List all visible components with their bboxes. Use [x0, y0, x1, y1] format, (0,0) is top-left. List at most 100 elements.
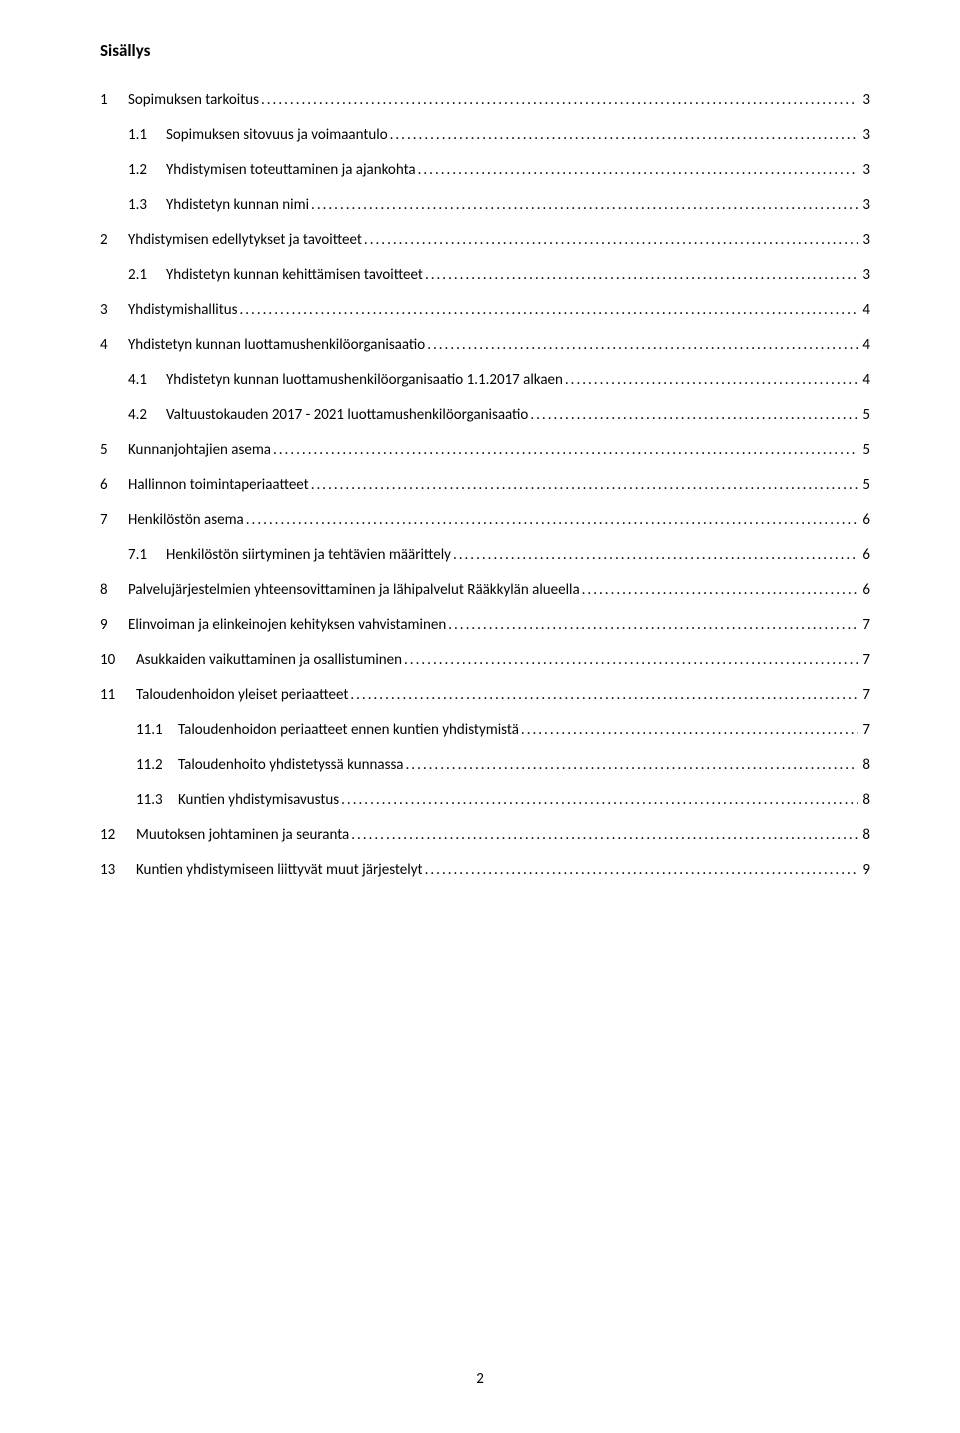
toc-entry-page: 5 — [858, 476, 870, 494]
toc-entry-number: 3 — [100, 301, 128, 319]
toc-entry-number: 11.3 — [136, 791, 178, 809]
toc-entry[interactable]: 1.2Yhdistymisen toteuttaminen ja ajankoh… — [100, 161, 870, 179]
toc-leader: ........................................… — [271, 441, 858, 459]
toc-entry-number: 4.1 — [128, 371, 166, 389]
toc-entry-page: 4 — [858, 371, 870, 389]
toc-entry-number: 7 — [100, 511, 128, 529]
toc-entry-text: Taloudenhoito yhdistetyssä kunnassa — [178, 756, 404, 774]
toc-entry-text: Kuntien yhdistymisavustus — [178, 791, 339, 809]
toc-entry-number: 6 — [100, 476, 128, 494]
toc-leader: ........................................… — [237, 301, 858, 319]
toc-entry-page: 8 — [858, 826, 870, 844]
toc-entry[interactable]: 10Asukkaiden vaikuttaminen ja osallistum… — [100, 651, 870, 669]
toc-leader: ........................................… — [402, 651, 858, 669]
toc-entry[interactable]: 4Yhdistetyn kunnan luottamushenkilöorgan… — [100, 336, 870, 354]
toc-leader: ........................................… — [339, 791, 858, 809]
toc-entry-page: 7 — [858, 616, 870, 634]
toc-entry-text: Palvelujärjestelmien yhteensovittaminen … — [128, 581, 580, 599]
toc-entry[interactable]: 4.1Yhdistetyn kunnan luottamushenkilöorg… — [100, 371, 870, 389]
toc-leader: ........................................… — [446, 616, 858, 634]
toc-entry-text: Yhdistymishallitus — [128, 301, 237, 319]
toc-entry[interactable]: 1Sopimuksen tarkoitus...................… — [100, 91, 870, 109]
toc-leader: ........................................… — [423, 266, 858, 284]
toc-entry-page: 3 — [858, 161, 870, 179]
toc-entry[interactable]: 11.1Taloudenhoidon periaatteet ennen kun… — [100, 721, 870, 739]
toc-entry-number: 10 — [100, 651, 136, 669]
toc-entry-number: 1 — [100, 91, 128, 109]
toc-entry-page: 6 — [858, 511, 870, 529]
toc-leader: ........................................… — [425, 336, 858, 354]
toc-entry[interactable]: 1.3Yhdistetyn kunnan nimi...............… — [100, 196, 870, 214]
toc-leader: ........................................… — [362, 231, 858, 249]
toc-entry-number: 1.2 — [128, 161, 166, 179]
toc-entry-text: Henkilöstön asema — [128, 511, 244, 529]
toc-entry-text: Yhdistetyn kunnan luottamushenkilöorgani… — [166, 371, 563, 389]
toc-entry-text: Yhdistetyn kunnan kehittämisen tavoittee… — [166, 266, 423, 284]
toc-entry[interactable]: 2Yhdistymisen edellytykset ja tavoitteet… — [100, 231, 870, 249]
toc-entry-number: 2.1 — [128, 266, 166, 284]
toc-entry[interactable]: 9Elinvoiman ja elinkeinojen kehityksen v… — [100, 616, 870, 634]
toc-entry-number: 8 — [100, 581, 128, 599]
toc-leader: ........................................… — [348, 686, 858, 704]
toc-entry-page: 3 — [858, 266, 870, 284]
toc-leader: ........................................… — [563, 371, 859, 389]
toc-entry-text: Kunnanjohtajien asema — [128, 441, 271, 459]
toc-entry[interactable]: 7.1Henkilöstön siirtyminen ja tehtävien … — [100, 546, 870, 564]
toc-entry-number: 13 — [100, 861, 136, 879]
toc-entry-text: Yhdistetyn kunnan nimi — [166, 196, 309, 214]
toc-entry[interactable]: 7Henkilöstön asema......................… — [100, 511, 870, 529]
toc-entry-page: 8 — [858, 756, 870, 774]
toc-entry-number: 11 — [100, 686, 136, 704]
toc-entry[interactable]: 8Palvelujärjestelmien yhteensovittaminen… — [100, 581, 870, 599]
toc-entry-number: 2 — [100, 231, 128, 249]
toc-entry[interactable]: 11Taloudenhoidon yleiset periaatteet....… — [100, 686, 870, 704]
toc-entry-page: 6 — [858, 546, 870, 564]
toc-entry[interactable]: 5Kunnanjohtajien asema..................… — [100, 441, 870, 459]
toc-leader: ........................................… — [388, 126, 859, 144]
toc-entry[interactable]: 4.2Valtuustokauden 2017 - 2021 luottamus… — [100, 406, 870, 424]
toc-entry-page: 3 — [858, 91, 870, 109]
toc-entry-number: 4.2 — [128, 406, 166, 424]
toc-entry-text: Asukkaiden vaikuttaminen ja osallistumin… — [136, 651, 402, 669]
toc-entry[interactable]: 3Yhdistymishallitus.....................… — [100, 301, 870, 319]
toc-entry[interactable]: 11.3Kuntien yhdistymisavustus...........… — [100, 791, 870, 809]
toc-leader: ........................................… — [451, 546, 858, 564]
toc-leader: ........................................… — [416, 161, 859, 179]
toc-entry-page: 5 — [858, 441, 870, 459]
toc-entry-page: 5 — [858, 406, 870, 424]
toc-entry-text: Yhdistymisen toteuttaminen ja ajankohta — [166, 161, 416, 179]
toc-entry-text: Kuntien yhdistymiseen liittyvät muut jär… — [136, 861, 423, 879]
toc-entry-number: 5 — [100, 441, 128, 459]
toc-entry[interactable]: 11.2Taloudenhoito yhdistetyssä kunnassa.… — [100, 756, 870, 774]
toc-leader: ........................................… — [309, 476, 859, 494]
toc-leader: ........................................… — [349, 826, 858, 844]
toc-entry-page: 7 — [858, 721, 870, 739]
toc-entry-page: 7 — [858, 651, 870, 669]
toc-leader: ........................................… — [423, 861, 859, 879]
toc-entry-text: Taloudenhoidon yleiset periaatteet — [136, 686, 348, 704]
toc-entry-number: 11.1 — [136, 721, 178, 739]
toc-entry-page: 4 — [858, 301, 870, 319]
toc-entry-page: 7 — [858, 686, 870, 704]
toc-entry[interactable]: 12Muutoksen johtaminen ja seuranta......… — [100, 826, 870, 844]
toc-entry-text: Valtuustokauden 2017 - 2021 luottamushen… — [166, 406, 528, 424]
toc-entry[interactable]: 1.1Sopimuksen sitovuus ja voimaantulo...… — [100, 126, 870, 144]
toc-entry[interactable]: 6Hallinnon toimintaperiaatteet..........… — [100, 476, 870, 494]
toc-entry-page: 4 — [858, 336, 870, 354]
toc-entry-number: 12 — [100, 826, 136, 844]
toc-entry-number: 1.3 — [128, 196, 166, 214]
toc-entry-page: 3 — [858, 231, 870, 249]
toc-entry[interactable]: 13Kuntien yhdistymiseen liittyvät muut j… — [100, 861, 870, 879]
toc-entry-number: 11.2 — [136, 756, 178, 774]
toc-leader: ........................................… — [528, 406, 858, 424]
toc-leader: ........................................… — [519, 721, 858, 739]
page-number: 2 — [0, 1370, 960, 1388]
toc-entry-text: Sopimuksen tarkoitus — [128, 91, 259, 109]
toc-entry-text: Muutoksen johtaminen ja seuranta — [136, 826, 349, 844]
toc-entry-text: Elinvoiman ja elinkeinojen kehityksen va… — [128, 616, 446, 634]
toc-entry[interactable]: 2.1Yhdistetyn kunnan kehittämisen tavoit… — [100, 266, 870, 284]
toc-entry-text: Yhdistymisen edellytykset ja tavoitteet — [128, 231, 362, 249]
toc-entry-text: Taloudenhoidon periaatteet ennen kuntien… — [178, 721, 519, 739]
toc-entry-text: Henkilöstön siirtyminen ja tehtävien mää… — [166, 546, 451, 564]
toc-leader: ........................................… — [244, 511, 859, 529]
